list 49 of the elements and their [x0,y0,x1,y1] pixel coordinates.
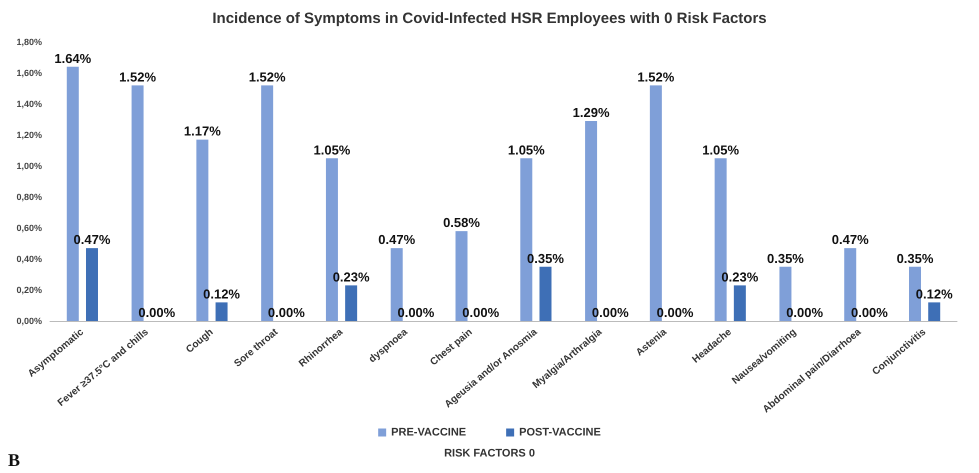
data-label: 0.00% [462,305,500,320]
y-tick-label: 1,20% [16,130,42,140]
data-label: 1.52% [637,69,675,84]
bar [734,285,746,321]
data-label: 0.00% [268,305,306,320]
data-label: 0.35% [527,250,564,266]
bar [216,302,228,321]
y-tick-label: 1,80% [16,37,42,47]
data-label: 0.23% [721,269,759,284]
text: B [8,450,20,470]
data-label: 1.17% [184,124,222,139]
data-label: 0.00% [397,305,435,320]
data-label: 0.58% [443,215,480,230]
y-tick-label: 1,60% [16,68,42,78]
data-label: 1.29% [572,105,610,120]
data-label: 0.00% [138,305,176,320]
y-tick-label: 0,20% [16,285,42,295]
data-label: 0.12% [203,286,240,302]
data-label: 0.00% [786,305,824,320]
data-label: 0.35% [896,250,934,266]
data-label: 0.00% [656,305,694,320]
data-label: 0.12% [916,286,954,302]
data-label: 1.64% [54,50,92,66]
data-label: 0.00% [850,305,888,320]
data-label: 1.05% [702,142,740,158]
y-tick-label: 0,00% [16,316,42,326]
y-tick-label: 0,80% [16,192,42,202]
bar [539,266,552,321]
y-tick-label: 1,40% [16,99,42,109]
y-tick-label: 0,60% [16,223,42,233]
bar [345,285,358,321]
data-label: 0.23% [332,269,370,284]
data-label: 1.05% [508,142,546,158]
data-label: 1.52% [119,69,156,84]
x-axis-title: RISK FACTORS 0 [444,448,535,460]
data-label: 0.47% [74,232,111,248]
legend-label: POST-VACCINE [519,426,601,438]
data-label: 1.52% [248,69,286,84]
data-label: 0.47% [378,232,416,248]
data-label: 0.00% [592,305,630,320]
bar [928,302,940,321]
data-label: 0.35% [767,250,804,266]
y-tick-label: 1,00% [16,161,42,171]
data-label: 0.47% [832,232,870,248]
legend-label: PRE-VACCINE [391,426,466,438]
y-tick-label: 0,40% [16,254,42,264]
bar [86,248,98,321]
data-label: 1.05% [314,142,351,158]
chart-title: Incidence of Symptoms in Covid-Infected HSR Employees with 0 Risk Factors [212,10,767,27]
